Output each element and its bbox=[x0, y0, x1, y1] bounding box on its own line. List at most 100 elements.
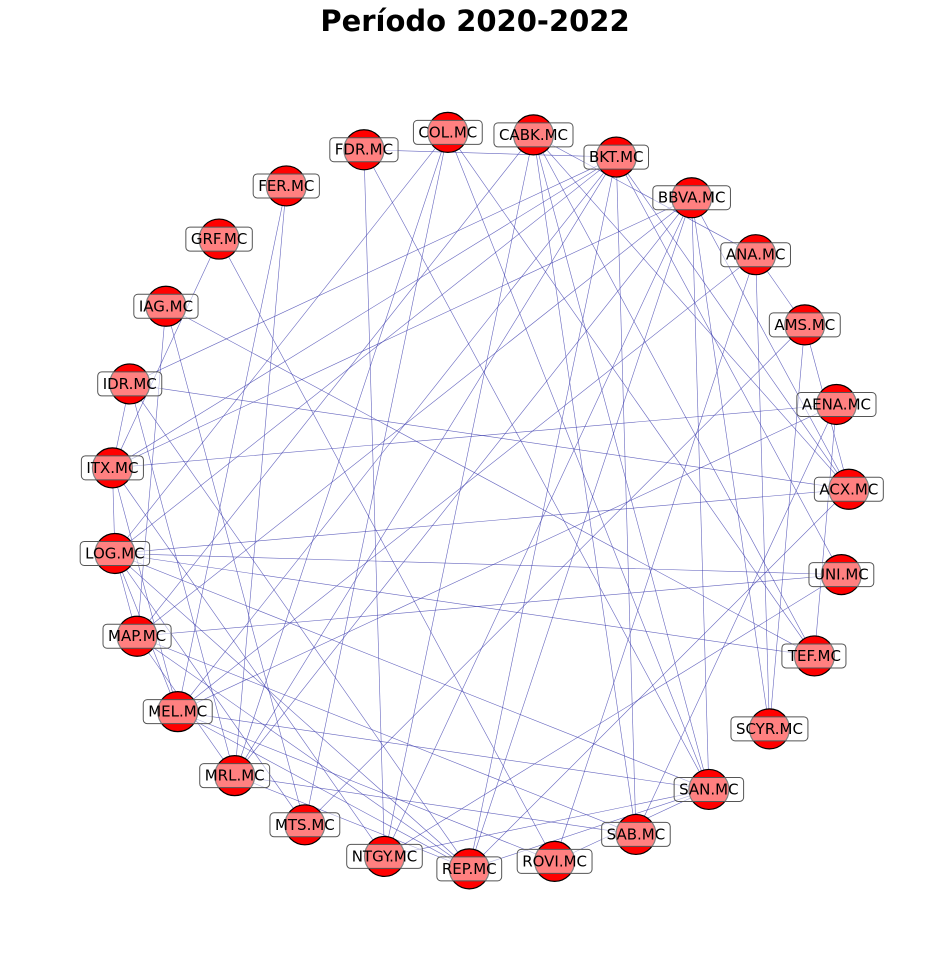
node-label-box bbox=[329, 137, 399, 163]
edge-ana-mc-scyr-mc bbox=[755, 254, 770, 729]
edge-san-mc-log-mc bbox=[114, 553, 709, 790]
node-cabk-mc[interactable]: CABK.MC bbox=[493, 114, 574, 156]
node-scyr-mc[interactable]: SCYR.MC bbox=[730, 708, 809, 750]
edge-layer bbox=[112, 132, 850, 870]
edge-cabk-mc-ntgy-mc bbox=[384, 134, 534, 857]
node-label: FDR.MC bbox=[335, 141, 393, 159]
node-fdr-mc[interactable]: FDR.MC bbox=[329, 129, 399, 171]
node-map-mc[interactable]: MAP.MC bbox=[102, 615, 172, 657]
node-label-box bbox=[730, 716, 809, 742]
edge-mts-mc-log-mc bbox=[114, 553, 306, 825]
node-label-box bbox=[185, 226, 253, 252]
node-col-mc[interactable]: COL.MC bbox=[412, 111, 483, 154]
edge-mel-mc-fer-mc bbox=[177, 185, 287, 712]
node-sab-mc[interactable]: SAB.MC bbox=[601, 813, 671, 856]
edge-uni-mc-map-mc bbox=[137, 574, 842, 637]
node-label: FER.MC bbox=[258, 177, 314, 195]
edge-bbva-mc-map-mc bbox=[136, 197, 692, 637]
node-label: MRL.MC bbox=[205, 767, 265, 785]
edge-cabk-mc-acx-mc bbox=[533, 134, 850, 490]
node-label-box bbox=[269, 812, 341, 838]
edge-cabk-mc-map-mc bbox=[136, 134, 534, 637]
edge-ana-mc-rovi-mc bbox=[554, 254, 756, 862]
node-ntgy-mc[interactable]: NTGY.MC bbox=[346, 835, 423, 878]
node-grf-mc[interactable]: GRF.MC bbox=[185, 218, 253, 260]
edge-bkt-mc-idr-mc bbox=[129, 156, 617, 385]
node-acx-mc[interactable]: ACX.MC bbox=[813, 468, 884, 510]
edge-aena-mc-tef-mc bbox=[814, 404, 837, 656]
node-label: LOG.MC bbox=[85, 544, 144, 562]
edge-col-mc-tef-mc bbox=[447, 132, 815, 657]
node-bkt-mc[interactable]: BKT.MC bbox=[583, 136, 650, 178]
node-itx-mc[interactable]: ITX.MC bbox=[80, 447, 144, 489]
node-tef-mc[interactable]: TEF.MC bbox=[781, 635, 847, 677]
node-label: GRF.MC bbox=[191, 230, 247, 248]
edge-bkt-mc-mel-mc bbox=[177, 156, 617, 712]
node-label-box bbox=[252, 173, 320, 199]
node-label: MAP.MC bbox=[108, 627, 166, 645]
edge-mts-mc-iag-mc bbox=[165, 306, 306, 825]
node-label: MEL.MC bbox=[148, 703, 207, 721]
edge-map-mc-iag-mc bbox=[136, 306, 167, 637]
node-label: ROVI.MC bbox=[522, 852, 587, 870]
edge-acx-mc-log-mc bbox=[114, 488, 849, 554]
node-label-box bbox=[808, 562, 875, 588]
edge-rep-mc-idr-mc bbox=[129, 383, 470, 870]
node-uni-mc[interactable]: UNI.MC bbox=[808, 554, 875, 596]
node-idr-mc[interactable]: IDR.MC bbox=[97, 363, 163, 405]
edge-bbva-mc-rep-mc bbox=[468, 197, 692, 869]
node-ams-mc[interactable]: AMS.MC bbox=[768, 304, 841, 346]
node-label: SAB.MC bbox=[607, 825, 666, 843]
node-label: REP.MC bbox=[442, 860, 497, 878]
node-label: BKT.MC bbox=[589, 148, 644, 166]
node-label-box bbox=[601, 821, 671, 847]
node-label: AENA.MC bbox=[802, 395, 871, 413]
edge-ams-mc-mts-mc bbox=[304, 324, 806, 826]
edge-uni-mc-log-mc bbox=[114, 553, 842, 575]
node-fer-mc[interactable]: FER.MC bbox=[252, 165, 320, 207]
diagram-title: Período 2020-2022 bbox=[320, 4, 630, 38]
node-bbva-mc[interactable]: BBVA.MC bbox=[652, 177, 731, 219]
edge-bkt-mc-itx-mc bbox=[112, 156, 617, 469]
edge-itx-mc-grf-mc bbox=[112, 238, 220, 468]
edge-rep-mc-log-mc bbox=[114, 553, 470, 870]
node-rovi-mc[interactable]: ROVI.MC bbox=[516, 840, 593, 882]
edge-cabk-mc-ana-mc bbox=[533, 134, 756, 255]
edge-bbva-mc-san-mc bbox=[691, 197, 710, 790]
node-layer: COL.MC CABK.MC BKT.MC BBVA.MC ANA.MC AMS.MC AE… bbox=[79, 111, 884, 890]
node-label-box bbox=[813, 476, 884, 502]
edge-san-mc-rep-mc bbox=[469, 789, 709, 870]
node-label-box bbox=[102, 623, 172, 649]
node-ana-mc[interactable]: ANA.MC bbox=[720, 234, 791, 276]
node-mts-mc[interactable]: MTS.MC bbox=[269, 804, 341, 846]
edge-cabk-mc-tef-mc bbox=[533, 134, 815, 657]
edge-rovi-mc-grf-mc bbox=[218, 238, 555, 862]
node-mel-mc[interactable]: MEL.MC bbox=[142, 691, 213, 733]
node-label-box bbox=[346, 843, 423, 869]
node-label-box bbox=[781, 643, 847, 669]
node-iag-mc[interactable]: IAG.MC bbox=[133, 285, 199, 327]
node-log-mc[interactable]: LOG.MC bbox=[79, 532, 151, 575]
node-label: TEF.MC bbox=[787, 647, 841, 665]
node-label: CABK.MC bbox=[499, 126, 568, 144]
edge-bbva-mc-acx-mc bbox=[691, 197, 850, 490]
edge-sab-mc-mrl-mc bbox=[234, 775, 636, 835]
node-label: UNI.MC bbox=[814, 566, 869, 584]
node-rep-mc[interactable]: REP.MC bbox=[436, 848, 503, 890]
edge-bkt-mc-rep-mc bbox=[468, 157, 617, 869]
node-label-box bbox=[516, 848, 593, 874]
node-label: ITX.MC bbox=[86, 459, 138, 477]
node-mrl-mc[interactable]: MRL.MC bbox=[199, 755, 271, 797]
node-label-box bbox=[412, 119, 483, 145]
node-label: ACX.MC bbox=[819, 480, 878, 498]
edge-san-mc-mel-mc bbox=[177, 711, 709, 790]
node-label-box bbox=[673, 776, 745, 802]
node-label: SAN.MC bbox=[679, 780, 738, 798]
node-label: NTGY.MC bbox=[352, 847, 418, 865]
node-label: IDR.MC bbox=[103, 375, 157, 393]
node-label-box bbox=[796, 391, 877, 417]
edge-col-mc-mrl-mc bbox=[234, 132, 449, 776]
node-aena-mc[interactable]: AENA.MC bbox=[796, 383, 877, 426]
node-san-mc[interactable]: SAN.MC bbox=[673, 768, 745, 811]
